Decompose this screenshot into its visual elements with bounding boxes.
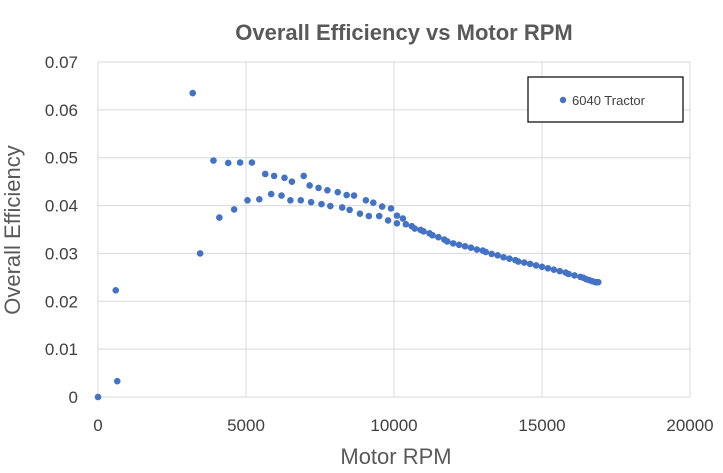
data-point bbox=[526, 260, 534, 268]
data-point bbox=[520, 259, 528, 266]
data-point bbox=[556, 267, 564, 275]
data-point bbox=[420, 228, 427, 235]
data-point bbox=[224, 159, 232, 167]
data-point bbox=[362, 197, 370, 204]
data-point bbox=[306, 182, 313, 189]
data-point bbox=[565, 270, 572, 278]
data-point bbox=[544, 264, 552, 272]
data-point bbox=[411, 225, 419, 232]
data-point bbox=[443, 238, 451, 245]
data-point bbox=[236, 159, 244, 166]
data-point bbox=[307, 198, 315, 206]
data-point bbox=[429, 231, 436, 239]
data-point bbox=[594, 278, 602, 286]
legend-label: 6040 Tractor bbox=[572, 93, 646, 108]
data-point bbox=[494, 252, 501, 259]
data-point bbox=[467, 244, 475, 251]
x-axis-title: Motor RPM bbox=[340, 444, 451, 469]
y-tick-label: 0.02 bbox=[45, 292, 78, 311]
data-point bbox=[244, 197, 251, 204]
data-point bbox=[375, 212, 383, 220]
data-point bbox=[278, 192, 285, 199]
y-tick-label: 0.01 bbox=[45, 340, 78, 359]
data-point bbox=[449, 240, 457, 247]
legend-box bbox=[527, 76, 684, 123]
y-tick-label: 0.03 bbox=[45, 244, 78, 263]
data-point bbox=[112, 286, 120, 294]
y-tick-label: 0 bbox=[69, 388, 78, 407]
data-point bbox=[346, 206, 353, 214]
axes: 0 0.01 0.02 0.03 0.04 0.05 0.06 0.07 0 5000 10000 1… bbox=[45, 53, 714, 435]
y-axis-title: Overall Efficiency bbox=[0, 145, 25, 315]
data-point bbox=[482, 248, 490, 256]
y-tick-label: 0.04 bbox=[45, 197, 78, 216]
y-tick-label: 0.06 bbox=[45, 101, 78, 120]
data-point bbox=[338, 204, 346, 211]
data-point bbox=[506, 255, 513, 262]
chart-title: Overall Efficiency vs Motor RPM bbox=[235, 20, 572, 45]
data-point bbox=[343, 191, 350, 199]
data-point bbox=[281, 174, 288, 182]
y-tick-label: 0.07 bbox=[45, 53, 78, 72]
data-point bbox=[324, 186, 331, 194]
data-point bbox=[256, 196, 263, 203]
x-tick-label: 0 bbox=[93, 416, 102, 435]
data-point bbox=[248, 159, 256, 166]
data-point bbox=[297, 197, 305, 204]
x-tick-label: 20000 bbox=[666, 416, 713, 435]
data-point bbox=[532, 262, 540, 269]
data-point bbox=[288, 178, 296, 185]
data-point bbox=[461, 242, 469, 250]
data-point bbox=[216, 214, 223, 221]
data-point bbox=[365, 212, 373, 220]
data-point bbox=[378, 203, 386, 210]
data-point bbox=[393, 212, 401, 219]
legend: 6040 Tractor bbox=[527, 76, 684, 123]
data-point bbox=[393, 219, 401, 227]
data-point bbox=[94, 393, 102, 401]
data-point bbox=[356, 210, 364, 218]
legend-marker bbox=[559, 96, 567, 104]
data-point bbox=[473, 246, 481, 253]
data-point bbox=[387, 205, 395, 212]
data-point bbox=[384, 217, 392, 224]
data-point bbox=[261, 170, 269, 178]
data-point bbox=[196, 250, 204, 257]
data-point bbox=[455, 241, 463, 249]
data-point bbox=[210, 157, 217, 164]
data-point bbox=[287, 197, 294, 204]
y-tick-label: 0.05 bbox=[45, 149, 78, 168]
data-point bbox=[515, 258, 522, 265]
data-point bbox=[500, 253, 507, 261]
data-point bbox=[230, 206, 238, 213]
x-tick-label: 5000 bbox=[227, 416, 265, 435]
data-point bbox=[189, 89, 197, 97]
data-point bbox=[315, 184, 322, 192]
data-point bbox=[571, 272, 578, 279]
data-point bbox=[550, 266, 558, 274]
data-point bbox=[538, 263, 546, 271]
data-point bbox=[267, 190, 275, 198]
data-point bbox=[334, 188, 342, 196]
data-point bbox=[488, 250, 495, 258]
data-point bbox=[350, 192, 358, 199]
data-point bbox=[369, 199, 377, 206]
data-point bbox=[318, 200, 325, 208]
data-point bbox=[300, 172, 308, 180]
data-point bbox=[402, 220, 410, 228]
data-point bbox=[399, 215, 407, 222]
x-tick-label: 10000 bbox=[370, 416, 417, 435]
data-points bbox=[94, 89, 602, 401]
data-point bbox=[435, 233, 442, 241]
data-point bbox=[327, 202, 334, 210]
data-point bbox=[113, 377, 121, 385]
data-point bbox=[270, 172, 278, 180]
x-tick-label: 15000 bbox=[518, 416, 565, 435]
